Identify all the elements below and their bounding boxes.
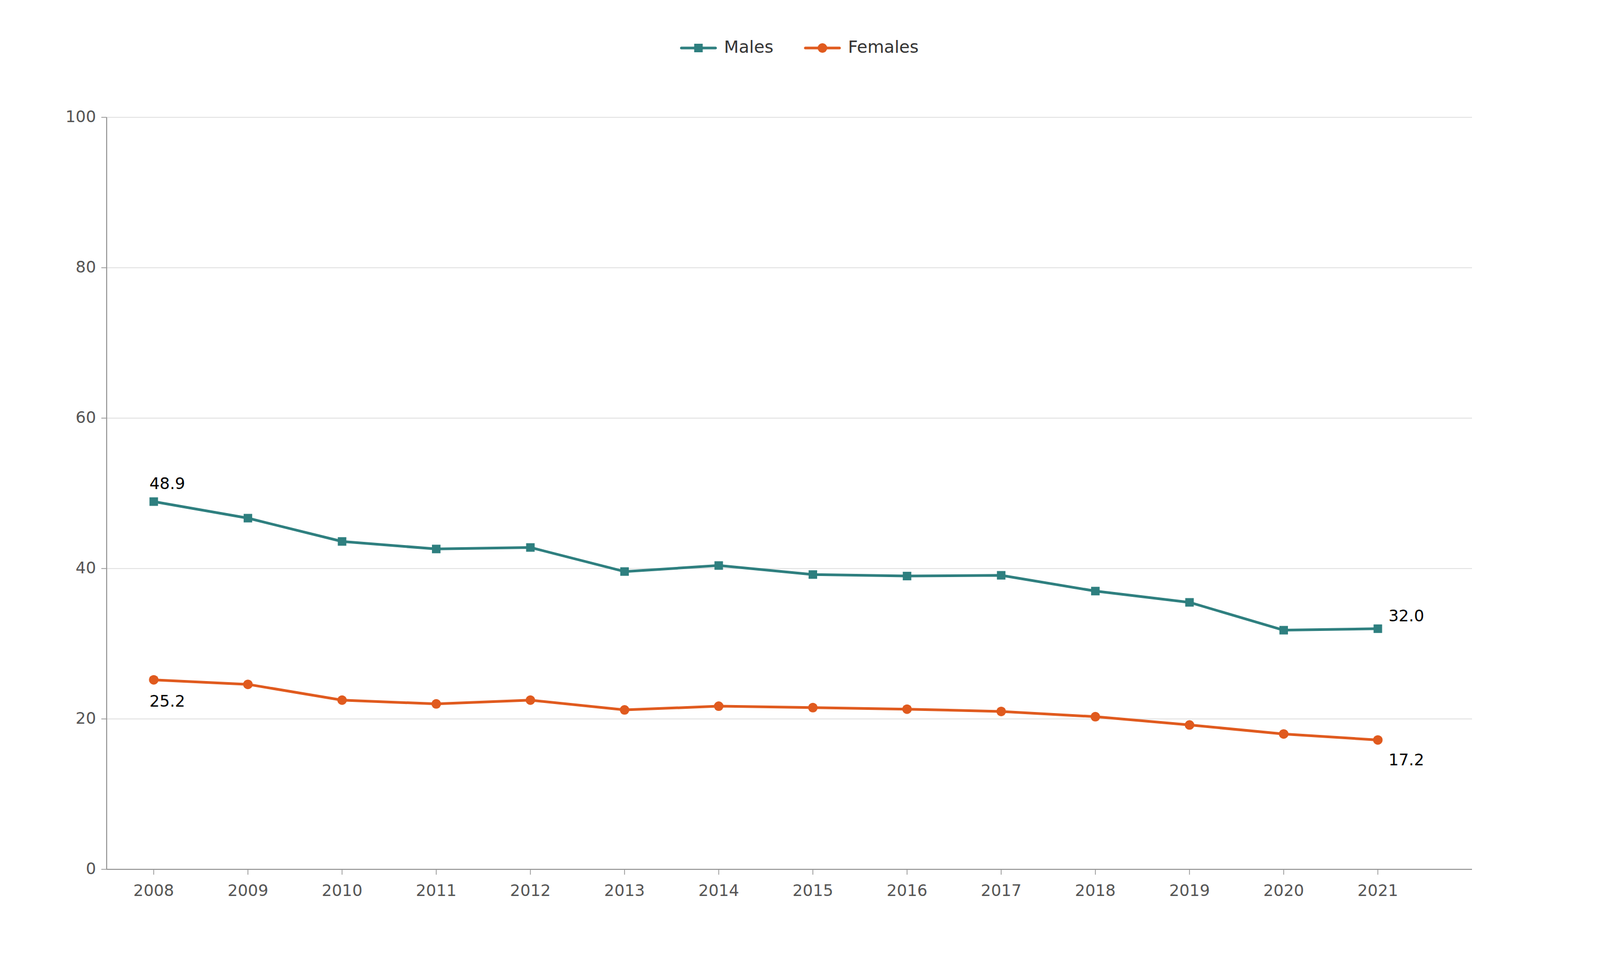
point-marker <box>620 567 629 576</box>
y-tick <box>101 868 107 870</box>
point-marker <box>808 570 818 579</box>
point-marker <box>525 695 535 706</box>
point-marker <box>1279 626 1288 635</box>
x-tick <box>341 869 343 875</box>
point-marker <box>1373 624 1382 634</box>
point-marker <box>1278 729 1289 739</box>
grid-line <box>106 568 1472 570</box>
legend-item: Females <box>805 36 919 58</box>
x-tick <box>1189 869 1191 875</box>
x-tick-label: 2008 <box>133 881 174 900</box>
legend-swatch-marker <box>817 43 828 53</box>
grid-line <box>106 116 1472 118</box>
legend-swatch-marker <box>694 43 703 53</box>
x-tick <box>906 869 908 875</box>
annotation: 32.0 <box>1388 606 1424 626</box>
x-tick <box>812 869 814 875</box>
annotation: 17.2 <box>1388 750 1424 770</box>
series-1 <box>148 675 1383 746</box>
grid-line <box>106 417 1472 419</box>
point-marker <box>902 704 912 715</box>
x-tick-label: 2019 <box>1169 881 1210 900</box>
x-tick-label: 2016 <box>886 881 928 900</box>
x-tick-label: 2012 <box>509 881 551 900</box>
annotation: 48.9 <box>149 474 186 493</box>
point-marker <box>431 699 442 709</box>
x-tick <box>1283 869 1285 875</box>
x-tick-label: 2011 <box>416 881 457 900</box>
point-marker <box>1185 597 1194 607</box>
x-tick-label: 2020 <box>1263 881 1304 900</box>
point-marker <box>148 675 159 685</box>
point-marker <box>902 571 912 581</box>
x-tick-label: 2021 <box>1357 881 1398 900</box>
point-marker <box>1090 712 1101 722</box>
point-marker <box>243 679 253 690</box>
y-tick <box>101 718 107 720</box>
point-marker <box>337 537 347 546</box>
grid <box>106 117 1472 870</box>
y-tick <box>101 116 107 118</box>
point-marker <box>714 561 724 570</box>
point-marker <box>337 695 347 706</box>
x-tick-label: 2013 <box>604 881 645 900</box>
point-marker <box>996 706 1006 717</box>
point-marker <box>619 705 630 715</box>
point-marker <box>525 543 535 552</box>
x-tick <box>718 869 720 875</box>
grid-line <box>106 718 1472 720</box>
point-marker <box>808 702 818 713</box>
y-tick-label: 40 <box>75 558 96 578</box>
chart-container: 0 20 40 60 80 100 2008 2009 2010 2011 2012 2013 2014… <box>0 0 1600 960</box>
x-tick <box>624 869 626 875</box>
y-tick <box>101 568 107 570</box>
x-tick-label: 2014 <box>698 881 739 900</box>
series-line <box>153 680 1378 741</box>
x-tick-label: 2018 <box>1075 881 1116 900</box>
point-marker <box>149 497 158 507</box>
legend: Males Females <box>681 36 919 58</box>
x-tick <box>435 869 437 875</box>
y-tick-label: 80 <box>75 257 96 277</box>
annotation: 25.2 <box>149 691 186 711</box>
axes: 0 20 40 60 80 100 2008 2009 2010 2011 2012 2013 2014… <box>65 107 1472 901</box>
point-marker <box>1091 586 1100 596</box>
grid-line <box>106 267 1472 269</box>
grid-line <box>106 868 1472 870</box>
point-marker <box>1372 734 1383 745</box>
y-tick <box>101 267 107 269</box>
x-tick <box>1377 869 1379 875</box>
x-tick-label: 2009 <box>227 881 269 900</box>
x-tick-label: 2015 <box>792 881 834 900</box>
series-0 <box>149 497 1382 635</box>
x-tick-label: 2017 <box>980 881 1022 900</box>
data-group <box>148 497 1383 746</box>
x-tick-label: 2010 <box>321 881 363 900</box>
legend-label: Males <box>724 36 774 58</box>
annotations: 48.9 32.0 25.2 17.2 <box>149 474 1424 770</box>
x-tick <box>1094 869 1096 875</box>
chart-svg: 0 20 40 60 80 100 2008 2009 2010 2011 2012 2013 2014… <box>0 0 1600 960</box>
legend-item: Males <box>681 36 774 58</box>
x-tick <box>530 869 532 875</box>
series-line <box>153 501 1378 631</box>
x-axis-line <box>106 868 1472 870</box>
point-marker <box>1184 720 1195 730</box>
y-tick-label: 60 <box>75 408 96 427</box>
x-tick <box>247 869 249 875</box>
y-tick-label: 0 <box>85 859 96 878</box>
y-axis-line <box>106 117 108 870</box>
x-tick <box>153 869 155 875</box>
legend-label: Females <box>848 36 919 58</box>
background <box>0 0 1600 960</box>
point-marker <box>432 544 441 554</box>
y-tick-label: 100 <box>65 107 96 126</box>
point-marker <box>714 701 724 711</box>
y-tick <box>101 417 107 419</box>
point-marker <box>243 514 253 523</box>
point-marker <box>996 571 1006 580</box>
y-tick-label: 20 <box>75 708 96 728</box>
x-tick <box>1000 869 1002 875</box>
